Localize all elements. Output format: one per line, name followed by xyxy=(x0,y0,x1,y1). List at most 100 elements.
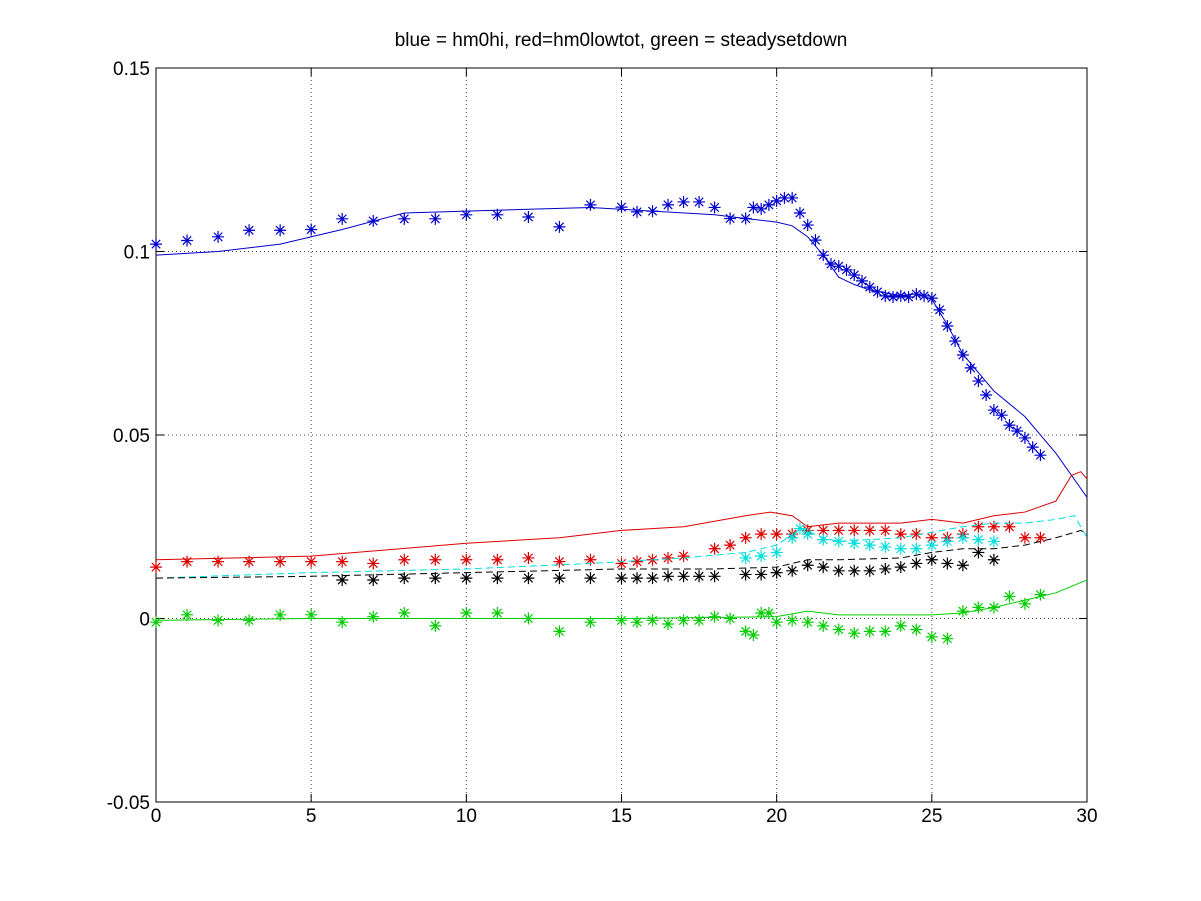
marker xyxy=(925,539,938,552)
marker xyxy=(941,320,954,333)
chart-title: blue = hm0hi, red=hm0lowtot, green = ste… xyxy=(395,30,848,51)
marker xyxy=(662,551,675,564)
marker xyxy=(972,375,985,388)
marker xyxy=(631,572,644,585)
marker xyxy=(1003,520,1016,533)
marker xyxy=(770,566,783,579)
marker xyxy=(150,561,162,574)
marker xyxy=(801,559,814,572)
marker xyxy=(693,614,706,627)
marker xyxy=(1011,424,1024,437)
marker xyxy=(677,195,690,208)
marker xyxy=(933,303,946,316)
marker xyxy=(305,555,318,568)
marker xyxy=(491,553,504,566)
marker xyxy=(584,198,597,211)
marker xyxy=(987,520,1000,533)
marker xyxy=(429,212,442,225)
x-tick-label: 30 xyxy=(1076,806,1097,827)
marker xyxy=(615,201,628,214)
marker xyxy=(646,205,659,218)
marker xyxy=(987,404,1000,417)
marker xyxy=(662,618,675,631)
marker xyxy=(646,614,659,627)
marker xyxy=(584,553,597,566)
marker xyxy=(863,524,876,537)
marker xyxy=(863,625,876,638)
marker xyxy=(305,223,318,236)
marker xyxy=(894,619,907,632)
marker xyxy=(817,533,830,546)
marker xyxy=(491,208,504,221)
marker xyxy=(824,257,837,270)
marker xyxy=(398,606,411,619)
marker xyxy=(724,612,737,625)
marker xyxy=(631,616,644,629)
marker xyxy=(1003,590,1016,603)
marker xyxy=(832,623,845,636)
marker xyxy=(910,623,923,636)
marker xyxy=(708,201,721,214)
marker xyxy=(832,535,845,548)
marker xyxy=(972,520,985,533)
marker xyxy=(801,616,814,629)
marker xyxy=(863,564,876,577)
marker xyxy=(918,289,931,302)
marker xyxy=(902,291,915,304)
marker xyxy=(879,289,892,302)
marker xyxy=(584,572,597,585)
marker xyxy=(887,291,900,304)
marker xyxy=(817,524,830,537)
marker xyxy=(1018,597,1031,610)
y-tick-label: 0.1 xyxy=(124,243,150,264)
marker xyxy=(1003,419,1016,432)
marker xyxy=(693,195,706,208)
marker xyxy=(747,629,760,642)
y-tick-label: 0.15 xyxy=(113,59,150,80)
marker xyxy=(747,201,760,214)
marker xyxy=(305,608,318,621)
marker xyxy=(429,619,442,632)
marker xyxy=(987,553,1000,566)
marker xyxy=(212,614,225,627)
marker xyxy=(964,361,977,374)
marker xyxy=(848,537,861,550)
marker xyxy=(925,531,938,544)
x-tick-label: 25 xyxy=(921,806,942,827)
y-tick-label: 0 xyxy=(139,610,150,631)
marker xyxy=(801,219,814,232)
y-tick-label: 0.05 xyxy=(113,426,150,447)
marker xyxy=(848,564,861,577)
marker xyxy=(786,531,799,544)
marker xyxy=(367,215,380,228)
marker xyxy=(677,550,690,563)
marker xyxy=(786,564,799,577)
marker xyxy=(212,230,225,243)
marker xyxy=(336,616,349,629)
marker xyxy=(995,409,1008,422)
marker xyxy=(181,555,194,568)
marker xyxy=(894,528,907,541)
marker xyxy=(739,531,752,544)
marker xyxy=(894,289,907,302)
marker xyxy=(243,555,256,568)
marker xyxy=(786,191,799,204)
marker xyxy=(910,528,923,541)
marker xyxy=(949,335,962,348)
marker xyxy=(762,606,775,619)
marker xyxy=(755,568,768,581)
y-tick-label: -0.05 xyxy=(107,793,150,814)
marker xyxy=(367,573,380,586)
marker xyxy=(762,198,775,211)
marker xyxy=(243,224,256,237)
marker xyxy=(910,542,923,555)
marker xyxy=(398,212,411,225)
marker xyxy=(793,522,806,535)
marker xyxy=(910,557,923,570)
marker xyxy=(739,551,752,564)
marker xyxy=(809,234,822,247)
marker xyxy=(460,553,473,566)
marker xyxy=(832,564,845,577)
marker xyxy=(832,524,845,537)
